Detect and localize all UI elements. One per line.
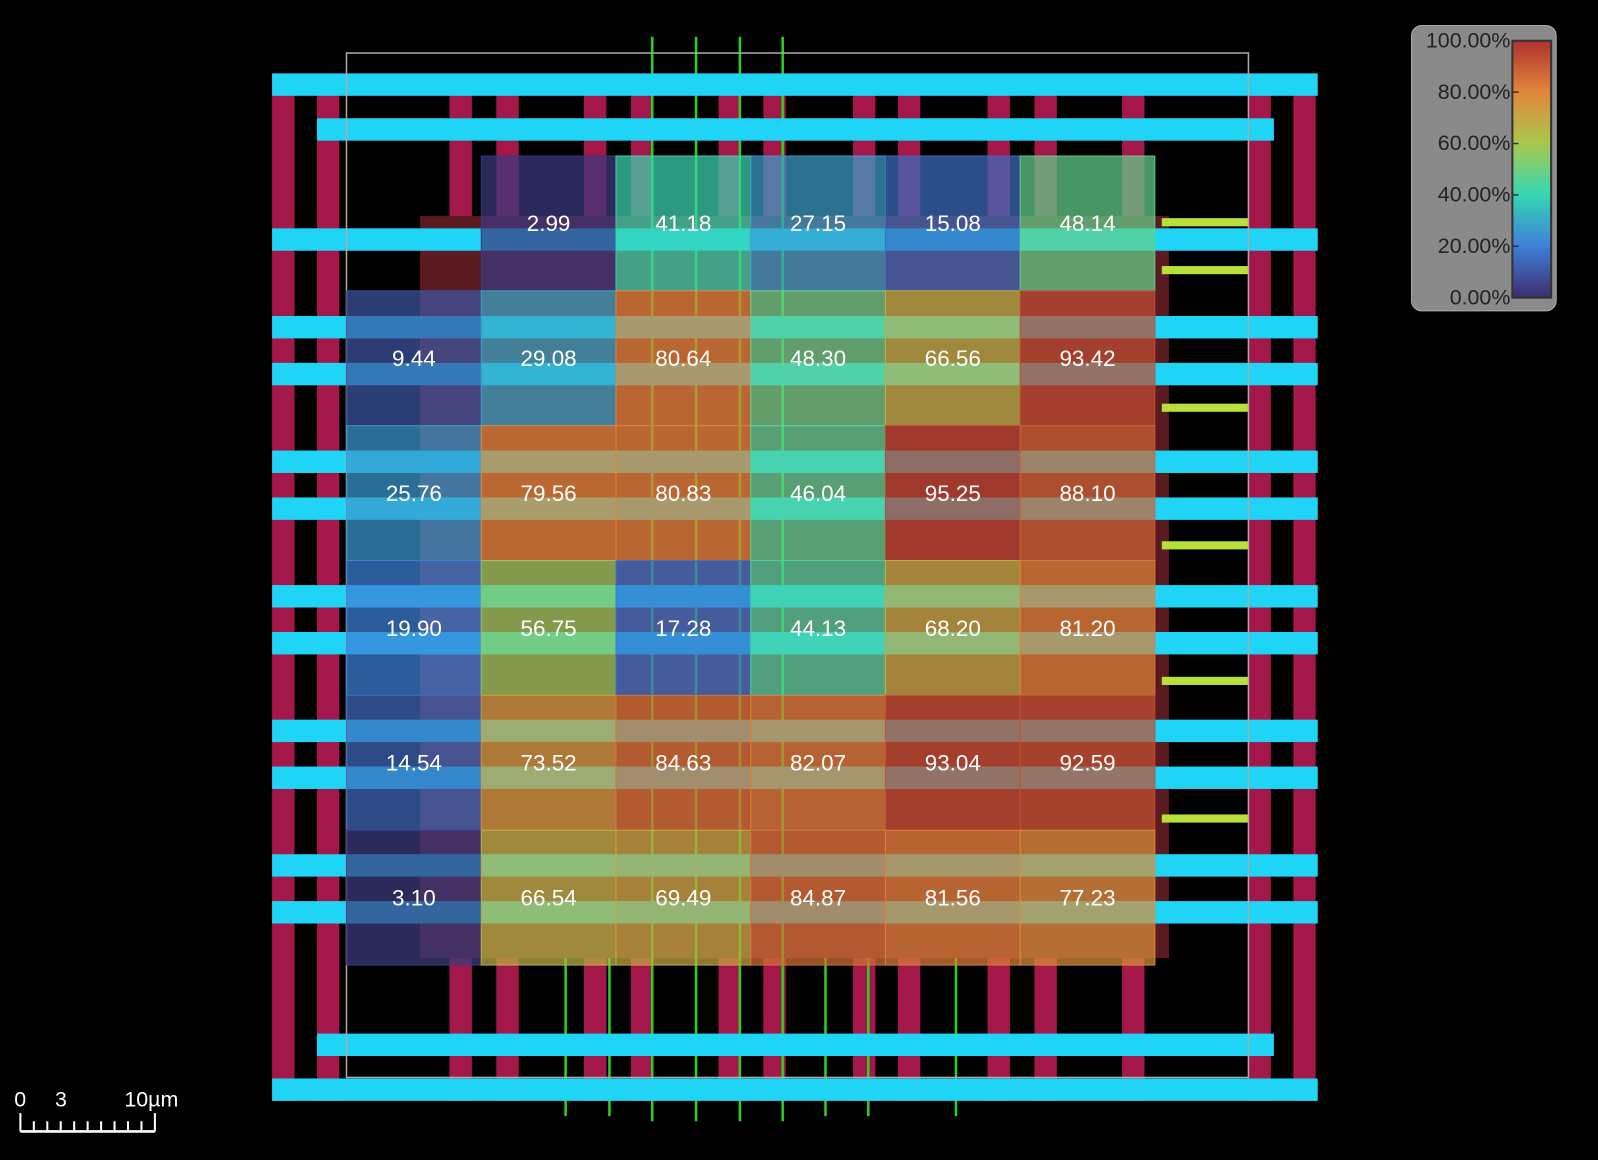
cell-label: 46.04 <box>790 481 846 506</box>
cell-label: 81.56 <box>925 885 981 910</box>
colorbar-label: 20.00% <box>1438 234 1511 258</box>
heat-cell <box>750 155 886 292</box>
heat-cell <box>615 425 752 562</box>
heat-cell <box>750 290 886 427</box>
colorbar-gradient <box>1511 39 1553 299</box>
pin <box>1161 676 1249 685</box>
cell-label: 44.13 <box>790 616 846 641</box>
cell-label: 3.10 <box>392 885 436 910</box>
colorbar-label: 80.00% <box>1438 80 1511 104</box>
cell-label: 19.90 <box>386 616 442 641</box>
heat-cell <box>750 425 886 562</box>
heat-cell <box>750 694 886 831</box>
cell-label: 80.64 <box>655 346 711 371</box>
heat-cell <box>480 829 617 966</box>
heat-cell <box>615 694 752 831</box>
cell-label: 56.75 <box>521 616 577 641</box>
heat-cell <box>345 694 482 831</box>
power-rail <box>272 1078 1318 1101</box>
cell-label: 92.59 <box>1059 751 1115 776</box>
cell-label: 25.76 <box>386 481 442 506</box>
colorbar: 100.00% 80.00% 60.00% 40.00% 20.00% 0.00% <box>1410 24 1557 312</box>
heat-cell <box>615 155 752 292</box>
heat-cell <box>345 560 482 696</box>
pin <box>1161 266 1249 275</box>
cell-label: 14.54 <box>386 751 442 776</box>
heat-cell <box>345 290 482 427</box>
power-rail <box>316 118 1274 141</box>
cell-label: 17.28 <box>655 616 711 641</box>
cell-label: 69.49 <box>655 885 711 910</box>
cell-label: 77.23 <box>1059 885 1115 910</box>
heat-cell <box>345 829 482 966</box>
colorbar-label: 0.00% <box>1450 285 1511 309</box>
scale-label: 10µm <box>124 1088 178 1112</box>
heat-cell <box>480 425 617 562</box>
colorbar-label: 40.00% <box>1438 183 1511 207</box>
cell-label: 27.15 <box>790 211 846 236</box>
power-rail <box>316 1033 1274 1057</box>
heat-cell <box>750 829 886 966</box>
heat-cell <box>345 425 482 562</box>
cell-label: 93.04 <box>925 751 981 776</box>
cell-label: 79.56 <box>521 481 577 506</box>
cell-label: 81.20 <box>1059 616 1115 641</box>
heat-cell <box>884 425 1021 562</box>
cell-label: 80.83 <box>655 481 711 506</box>
cell-label: 88.10 <box>1059 481 1115 506</box>
pin <box>1161 218 1249 227</box>
cell-label: 84.87 <box>790 885 846 910</box>
pin <box>1161 541 1249 550</box>
power-rail <box>272 73 1318 96</box>
cell-label: 93.42 <box>1059 346 1115 371</box>
heat-cell <box>884 155 1021 292</box>
cell-label: 66.56 <box>925 346 981 371</box>
heat-cell <box>750 560 886 696</box>
cell-label: 84.63 <box>655 751 711 776</box>
heatmap: 2.99 41.18 27.15 15.08 48.14 9.44 29.08 80.64 48… <box>345 155 1156 966</box>
pin <box>1161 814 1249 823</box>
cell-label: 73.52 <box>521 751 577 776</box>
scale-label: 0 <box>14 1088 26 1112</box>
cell-label: 48.30 <box>790 346 846 371</box>
pin <box>1161 403 1249 412</box>
cell-label: 82.07 <box>790 751 846 776</box>
cell-label: 2.99 <box>527 211 571 236</box>
scale-label: 3 <box>55 1088 67 1112</box>
cell-label: 95.25 <box>925 481 981 506</box>
cell-label: 68.20 <box>925 616 981 641</box>
heat-cell <box>480 290 617 427</box>
colorbar-label: 60.00% <box>1438 131 1511 155</box>
cell-label: 48.14 <box>1059 211 1115 236</box>
heat-cell <box>480 155 617 292</box>
cell-label: 29.08 <box>521 346 577 371</box>
heat-cell <box>1019 560 1156 696</box>
colorbar-label: 100.00% <box>1426 28 1510 52</box>
scale-bar: 0 3 10µm <box>14 1088 178 1133</box>
heat-cell <box>1019 155 1156 292</box>
cell-label: 66.54 <box>521 885 577 910</box>
heat-cell <box>884 829 1021 966</box>
heat-cell <box>1019 829 1156 966</box>
heat-cell <box>615 560 752 696</box>
heat-cell <box>1019 290 1156 427</box>
cell-label: 9.44 <box>392 346 436 371</box>
heat-cell <box>615 829 752 966</box>
heat-cell <box>1019 694 1156 831</box>
cell-label: 15.08 <box>925 211 981 236</box>
cell-label: 41.18 <box>655 211 711 236</box>
